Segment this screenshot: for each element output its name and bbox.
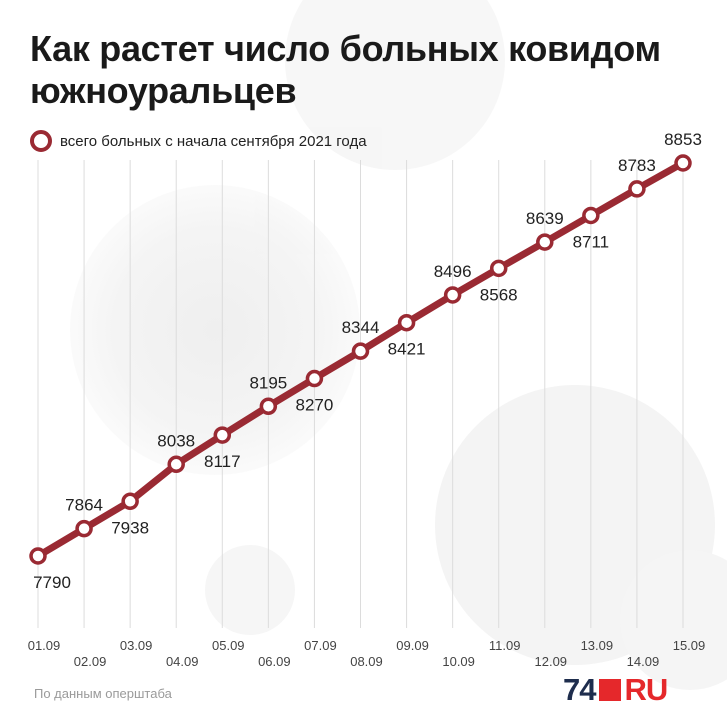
x-tick-label-12.09: 12.09 xyxy=(535,654,568,669)
brand-logo: 74 RU xyxy=(563,672,668,708)
source-note: По данным оперштаба xyxy=(34,686,172,701)
data-label-03.09: 7938 xyxy=(111,518,149,537)
data-label-14.09: 8783 xyxy=(618,156,656,175)
data-label-05.09: 8117 xyxy=(204,452,241,471)
data-label-11.09: 8568 xyxy=(480,285,518,304)
data-point-14.09 xyxy=(628,180,646,198)
x-tick-label-10.09: 10.09 xyxy=(442,654,475,669)
x-tick-label-09.09: 09.09 xyxy=(396,638,429,653)
data-label-09.09: 8421 xyxy=(388,340,426,359)
x-tick-label-11.09: 11.09 xyxy=(489,638,521,653)
x-tick-label-15.09: 15.09 xyxy=(673,638,706,653)
legend-label: всего больных с начала сентября 2021 год… xyxy=(60,132,367,150)
data-point-08.09 xyxy=(351,342,370,360)
data-label-02.09: 7864 xyxy=(65,496,103,515)
x-tick-label-05.09: 05.09 xyxy=(212,638,245,653)
data-point-12.09 xyxy=(536,233,554,251)
data-point-05.09 xyxy=(213,426,232,444)
x-tick-label-06.09: 06.09 xyxy=(258,654,291,669)
legend-marker-icon xyxy=(30,130,52,152)
data-point-04.09 xyxy=(167,455,185,474)
data-label-15.09: 8853 xyxy=(664,130,702,149)
data-label-08.09: 8344 xyxy=(342,318,380,337)
data-label-12.09: 8639 xyxy=(526,209,564,228)
data-label-04.09: 8038 xyxy=(157,431,195,450)
x-tick-label-08.09: 08.09 xyxy=(350,654,383,669)
data-point-02.09 xyxy=(75,519,93,538)
data-label-07.09: 8270 xyxy=(296,396,334,415)
data-point-09.09 xyxy=(397,313,416,332)
data-label-10.09: 8496 xyxy=(434,262,472,281)
page-title: Как растет число больных ковидом южноура… xyxy=(30,28,661,111)
logo-suffix: RU xyxy=(624,672,668,707)
x-tick-label-01.09: 01.09 xyxy=(28,638,61,653)
data-point-13.09 xyxy=(582,206,600,225)
x-tick-label-04.09: 04.09 xyxy=(166,654,199,669)
data-point-01.09 xyxy=(29,547,47,565)
data-label-01.09: 7790 xyxy=(33,573,71,592)
logo-square-icon xyxy=(599,679,622,701)
x-tick-label-02.09: 02.09 xyxy=(74,654,107,669)
data-point-03.09 xyxy=(121,492,139,511)
x-tick-label-07.09: 07.09 xyxy=(304,638,337,653)
data-point-15.09 xyxy=(674,154,692,172)
x-tick-label-14.09: 14.09 xyxy=(627,654,660,669)
data-label-06.09: 8195 xyxy=(249,373,287,392)
data-point-10.09 xyxy=(443,286,462,304)
data-label-13.09: 8711 xyxy=(573,232,610,251)
data-point-07.09 xyxy=(305,369,324,388)
data-point-11.09 xyxy=(489,259,508,278)
x-tick-label-13.09: 13.09 xyxy=(581,638,614,653)
x-tick-label-03.09: 03.09 xyxy=(120,638,153,653)
legend: всего больных с начала сентября 2021 год… xyxy=(30,130,367,152)
logo-number: 74 xyxy=(563,672,596,707)
data-point-06.09 xyxy=(259,397,278,416)
